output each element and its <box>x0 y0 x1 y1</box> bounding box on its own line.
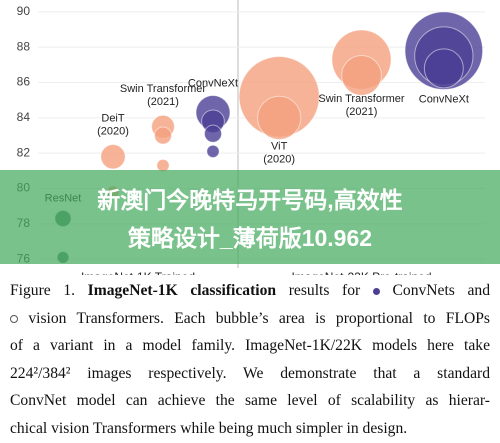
chart: 7678808284868890ImageNet-1K TrainedResNe… <box>0 0 500 275</box>
caption-line: ConvNet model can achieve the same level… <box>10 392 490 410</box>
figure-label: Figure 1. <box>10 282 76 299</box>
series-label: ConvNeXt <box>188 77 238 89</box>
bubble <box>341 55 382 96</box>
series-year: (2020) <box>97 125 129 137</box>
series-label: Swin Transformer <box>318 93 405 105</box>
x-axis-label: ImageNet-1K Trained <box>81 270 195 275</box>
caption-text: ConvNets and <box>392 282 491 299</box>
caption-line: vision Transformers. Each bubble’s area … <box>10 305 490 333</box>
convnet-symbol <box>372 287 380 295</box>
banner-text: 策略设计_薄荷版10.962 <box>128 225 372 251</box>
series-year: (2020) <box>263 154 295 166</box>
y-tick-label: 82 <box>17 145 31 159</box>
caption-text: vision Transformers. Each bubble’s area … <box>28 309 490 327</box>
banner-text: 新澳门今晚特马开号码,高效性 <box>97 187 402 213</box>
transformer-symbol <box>10 315 18 324</box>
bubble <box>257 95 302 140</box>
caption: Figure 1. ImageNet-1K classification res… <box>10 277 490 443</box>
caption-line: 224²/384² images respectively. We demons… <box>10 364 490 382</box>
series-label: DeiT <box>101 112 125 124</box>
y-tick-label: 86 <box>17 75 31 89</box>
caption-line: chical vision Transformers while being m… <box>10 419 408 437</box>
caption-line: of a variant in a model family. ImageNet… <box>10 337 490 355</box>
y-tick-label: 90 <box>17 4 31 18</box>
bubble <box>100 144 126 170</box>
x-axis-label: ImageNet-22K Pre-trained <box>291 270 431 275</box>
y-tick-label: 84 <box>17 110 31 124</box>
series-label: ViT <box>271 141 288 153</box>
caption-text: results for <box>288 282 361 299</box>
caption-title: ImageNet-1K classification <box>87 282 277 299</box>
bubble <box>203 124 223 143</box>
series-year: (2021) <box>147 96 179 108</box>
series-label: Swin Transformer <box>120 83 207 95</box>
banner-background <box>0 170 500 264</box>
bubble <box>156 158 170 173</box>
caption-line: Figure 1. ImageNet-1K classification res… <box>10 277 490 305</box>
series-label: ConvNeXt <box>419 93 469 105</box>
bubble <box>423 48 464 89</box>
series-year: (2021) <box>346 106 378 118</box>
overlay-banner: 新澳门今晚特马开号码,高效性 策略设计_薄荷版10.962 <box>0 170 500 264</box>
bubble <box>153 126 173 145</box>
y-tick-label: 88 <box>17 39 31 53</box>
bubble <box>206 144 220 159</box>
